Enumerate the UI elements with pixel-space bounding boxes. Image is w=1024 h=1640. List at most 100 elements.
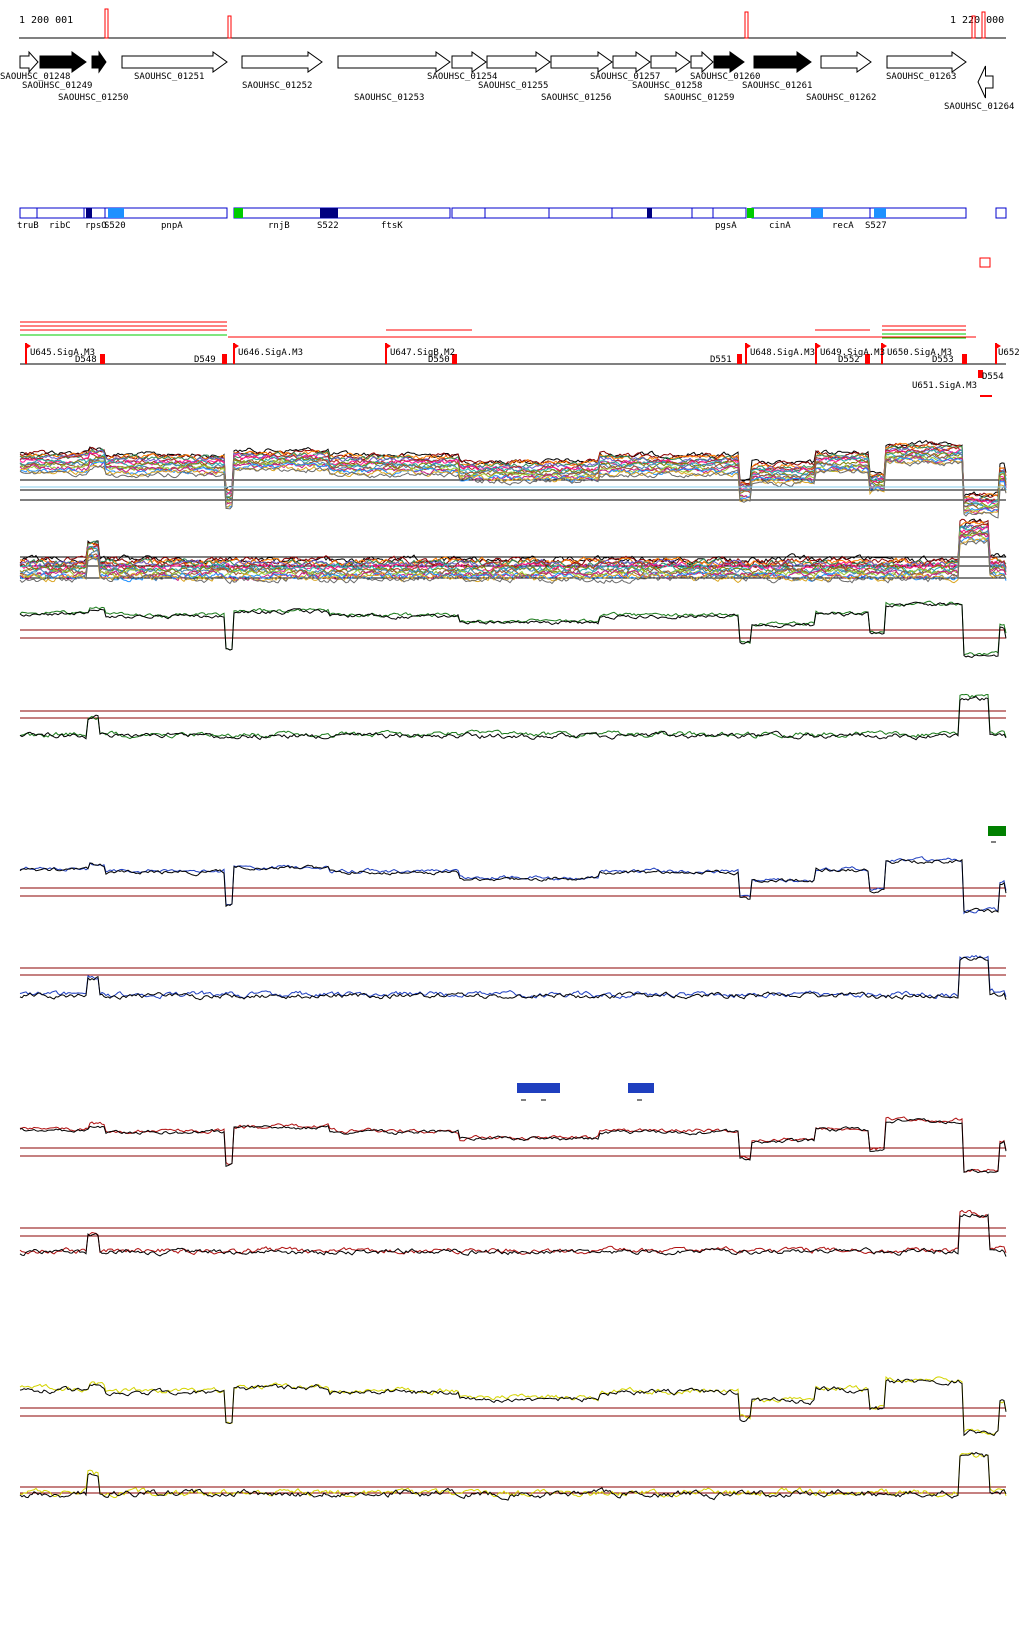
ruler-marker: [227, 15, 232, 39]
segment-label: D548: [75, 355, 97, 365]
feature-block: [233, 207, 451, 219]
feature-label: S527: [865, 221, 887, 231]
gene-label: SAOUHSC_01263: [886, 72, 956, 82]
feature-label: rpsO: [85, 221, 107, 231]
feature-track: [19, 207, 1007, 268]
segment-label: U645.SigA.M3: [30, 348, 95, 358]
gene-arrow: [650, 51, 691, 73]
start-coordinate-label: 1 200 001: [19, 15, 73, 26]
feature-label: pgsA: [715, 221, 737, 231]
gene-arrow: [19, 50, 39, 74]
segment-label: U649.SigA.M3: [820, 348, 885, 358]
feature-block: [995, 207, 1007, 219]
gene-label: SAOUHSC_01258: [632, 81, 702, 91]
gene-arrow: [486, 51, 551, 73]
gene-label: SAOUHSC_01248: [0, 72, 70, 82]
gene-label: SAOUHSC_01252: [242, 81, 312, 91]
ruler-marker: [981, 11, 986, 39]
gene-label: SAOUHSC_01254: [427, 72, 497, 82]
gene-arrow: [753, 51, 812, 73]
signal-line: [20, 529, 1007, 580]
feature-marker: [979, 257, 991, 268]
feature-label: recA: [832, 221, 854, 231]
ruler-marker: [744, 11, 749, 39]
segment-label: U647.SigB.M2: [390, 348, 455, 358]
segment-start-flag: [746, 343, 751, 349]
feature-label: ribC: [49, 221, 71, 231]
segment-label: D554: [982, 372, 1004, 382]
feature-highlight: [108, 208, 124, 218]
gene-label: SAOUHSC_01251: [134, 72, 204, 82]
signal-line: [19, 538, 1007, 585]
feature-label: S520: [104, 221, 126, 231]
segment-label: D553: [932, 355, 954, 365]
segment-end-marker: [737, 354, 742, 364]
gene-arrow: [713, 51, 745, 73]
signal-line: [19, 1209, 1007, 1256]
feature-label: truB: [17, 221, 39, 231]
gene-label: SAOUHSC_01261: [742, 81, 812, 91]
feature-highlight: [320, 208, 338, 218]
feature-label: cinA: [769, 221, 791, 231]
segment-end-marker: [452, 354, 457, 364]
feature-block: [751, 207, 967, 219]
gene-arrow: [337, 51, 451, 73]
segment-end-marker: [865, 354, 870, 364]
signal-line: [19, 524, 1007, 570]
region-marker: [628, 1083, 654, 1093]
segment-end-marker: [978, 370, 983, 378]
feature-label: rnjB: [268, 221, 290, 231]
gene-arrow: [121, 51, 228, 73]
gene-arrow: [977, 65, 994, 99]
signal-line: [19, 525, 1007, 574]
feature-label: pnpA: [161, 221, 183, 231]
gene-arrow: [550, 51, 613, 73]
end-coordinate-label: 1 220 000: [950, 15, 1004, 26]
gene-arrow: [886, 51, 967, 73]
signal-line: [19, 1451, 1007, 1501]
signal-line: [19, 1116, 1007, 1173]
feature-highlight: [647, 208, 652, 218]
coordinate-ruler: 1 200 001 1 220 000: [19, 8, 1006, 39]
gene-arrow: [690, 50, 714, 74]
signal-line: [19, 529, 1007, 577]
gene-label: SAOUHSC_01259: [664, 93, 734, 103]
feature-label: ftsK: [381, 221, 403, 231]
segment-label: U651.SigA.M3: [912, 381, 977, 391]
gene-label: SAOUHSC_01264: [944, 102, 1014, 112]
gene-label: SAOUHSC_01253: [354, 93, 424, 103]
gene-arrow: [39, 51, 87, 73]
segment-start-flag: [816, 343, 821, 349]
ruler-marks: [104, 8, 986, 39]
segment-label: D552: [838, 355, 860, 365]
segment-label: U646.SigA.M3: [238, 348, 303, 358]
signal-line: [19, 600, 1007, 656]
segment-end-marker: [222, 354, 227, 364]
signal-line: [19, 956, 1007, 1001]
region-marker: [988, 826, 1006, 836]
gene-label: SAOUHSC_01250: [58, 93, 128, 103]
feature-highlight: [811, 208, 823, 218]
gene-arrow: [612, 51, 651, 73]
segment-label: D551: [710, 355, 732, 365]
gene-arrow: [241, 51, 323, 73]
segment-start-flag: [234, 343, 239, 349]
gene-arrow: [451, 51, 487, 73]
gene-label: SAOUHSC_01255: [478, 81, 548, 91]
gene-label: SAOUHSC_01256: [541, 93, 611, 103]
segment-start-flag: [996, 343, 1001, 349]
signal-line: [19, 524, 1007, 570]
signal-line: [19, 457, 1007, 514]
signal-line: [19, 523, 1007, 572]
feature-highlight: [874, 208, 886, 218]
feature-highlight: [234, 208, 243, 218]
segment-start-flag: [26, 343, 31, 349]
signal-line: [19, 1118, 1007, 1174]
signal-line: [19, 1452, 1007, 1499]
segment-end-marker: [962, 354, 967, 364]
signal-line: [19, 1213, 1007, 1257]
feature-label: S522: [317, 221, 339, 231]
gene-arrow: [91, 50, 107, 74]
signal-line: [19, 601, 1007, 659]
gene-label: SAOUHSC_01260: [690, 72, 760, 82]
